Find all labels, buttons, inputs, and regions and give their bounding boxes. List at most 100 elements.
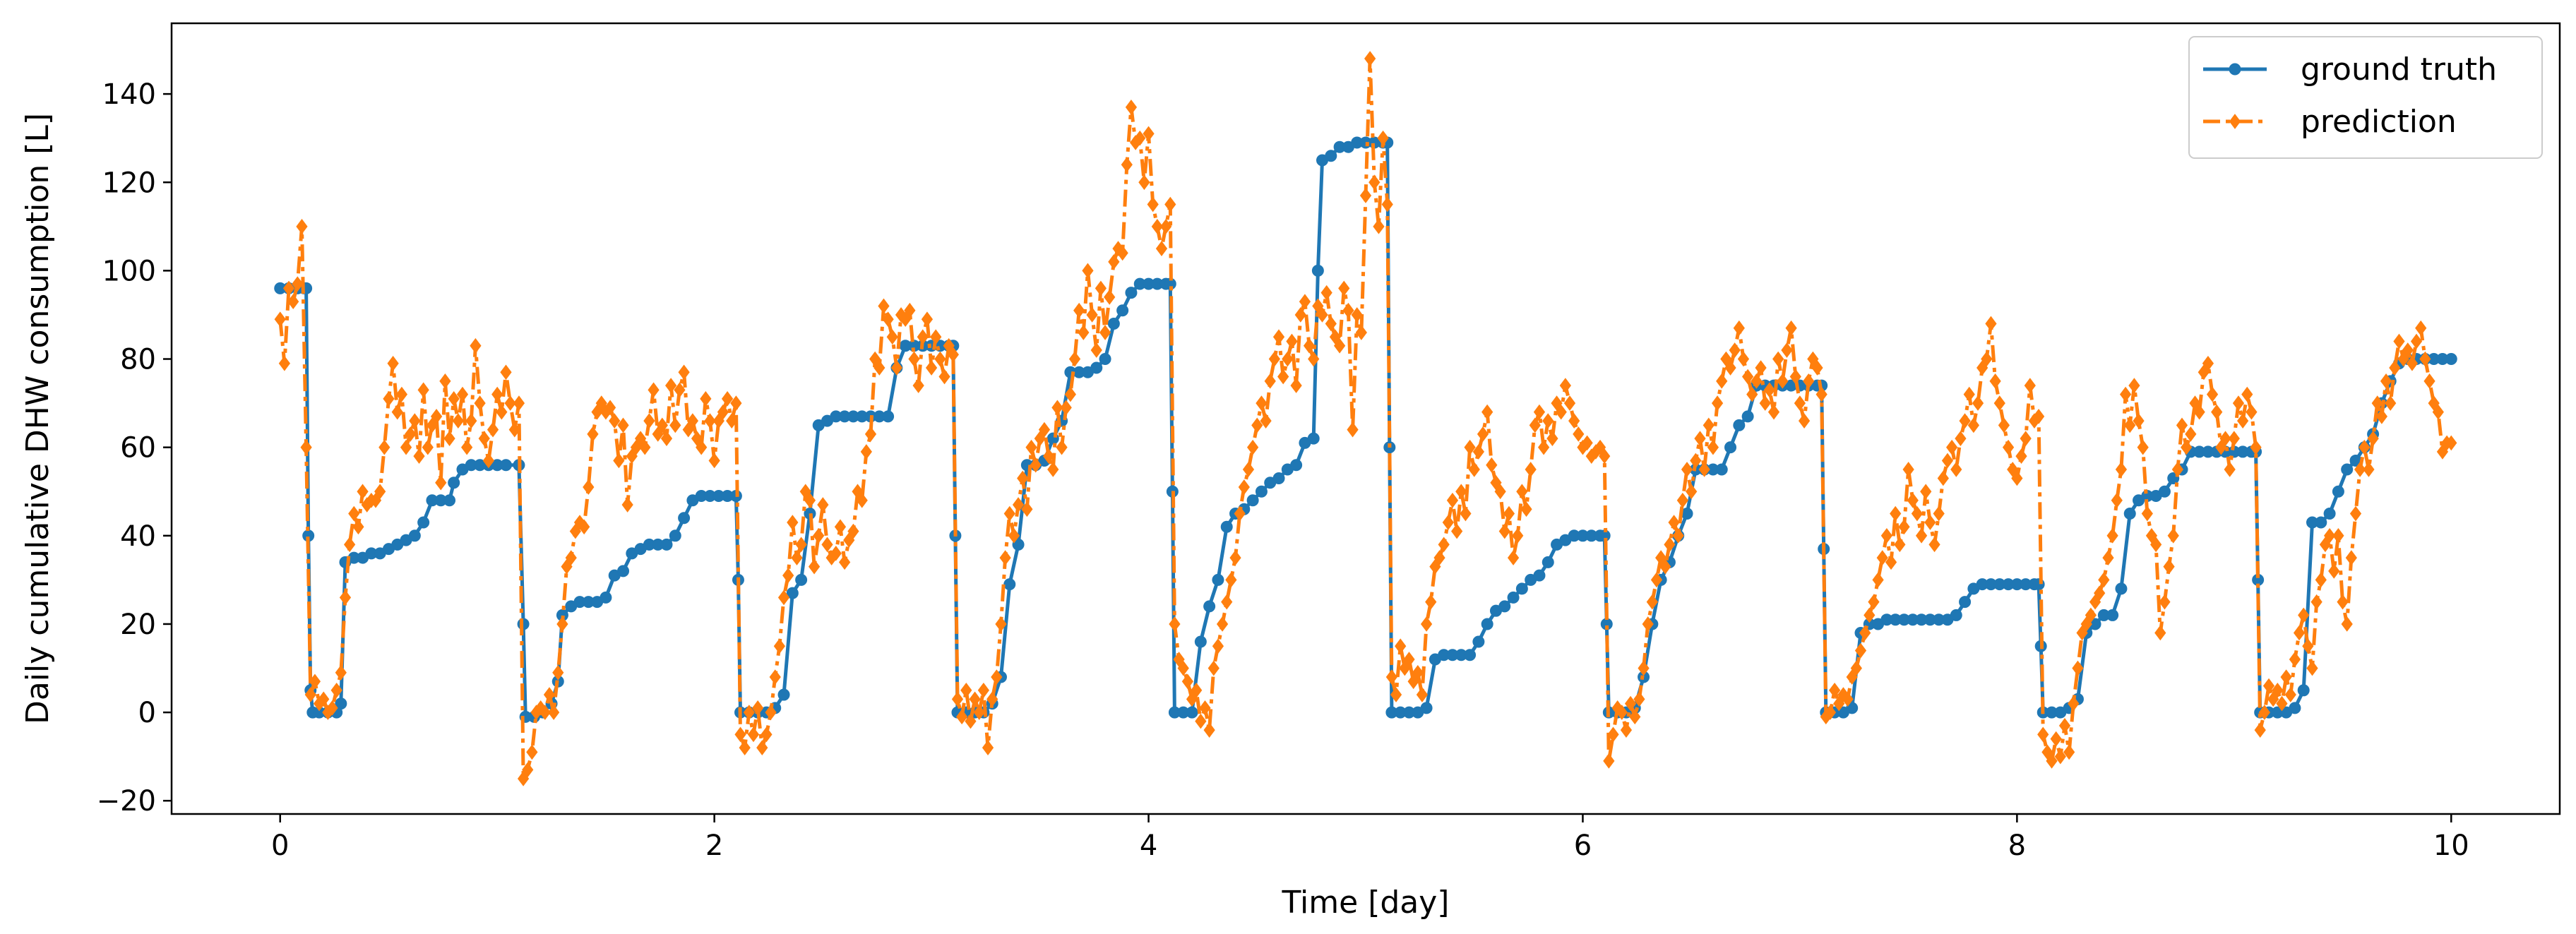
data-point xyxy=(1603,753,1615,769)
data-point xyxy=(921,311,934,328)
data-point xyxy=(1507,591,1520,604)
data-point xyxy=(2058,718,2071,734)
data-point xyxy=(1155,241,1168,256)
x-tick-label: 8 xyxy=(2008,830,2026,862)
data-point xyxy=(1164,196,1176,212)
data-point xyxy=(474,395,486,411)
data-point xyxy=(1286,333,1298,349)
data-point xyxy=(391,404,403,420)
data-point xyxy=(2302,638,2314,654)
y-tick-label: 40 xyxy=(120,520,156,553)
data-point xyxy=(821,537,833,553)
data-point xyxy=(1272,329,1285,345)
data-point xyxy=(499,459,512,472)
data-point xyxy=(1963,386,1975,402)
data-point xyxy=(665,378,677,393)
data-point xyxy=(1290,459,1303,472)
data-point xyxy=(1950,462,1962,477)
data-point xyxy=(1967,417,1979,433)
data-point xyxy=(1542,556,1554,568)
data-point xyxy=(1116,245,1128,261)
data-point xyxy=(2241,386,2253,402)
data-point xyxy=(2181,439,2193,455)
legend-box xyxy=(2188,36,2543,159)
data-point xyxy=(1021,501,1033,517)
data-point xyxy=(1525,462,1537,477)
data-point xyxy=(1290,378,1302,393)
data-point xyxy=(2328,563,2340,579)
data-point xyxy=(1767,404,1780,420)
data-point xyxy=(1803,373,1815,389)
data-point xyxy=(513,395,525,411)
data-point xyxy=(2380,373,2392,389)
data-point xyxy=(2232,395,2245,411)
data-point xyxy=(1733,320,1745,336)
data-point xyxy=(1880,527,1893,544)
data-point xyxy=(330,682,342,698)
data-point xyxy=(348,505,360,522)
data-point xyxy=(1373,218,1385,234)
data-point xyxy=(1785,320,1797,336)
data-point xyxy=(986,691,998,707)
legend-swatch-marker xyxy=(2229,114,2241,129)
data-point xyxy=(309,673,321,690)
data-point xyxy=(496,404,508,420)
data-point xyxy=(1003,505,1015,522)
data-point xyxy=(1229,550,1241,565)
data-point xyxy=(1828,682,1841,698)
data-point xyxy=(508,421,520,438)
data-point xyxy=(1703,417,1715,433)
data-point xyxy=(383,391,395,407)
data-point xyxy=(1316,307,1328,323)
data-point xyxy=(700,391,712,407)
data-point xyxy=(1707,439,1719,455)
data-point xyxy=(1616,705,1628,720)
data-point xyxy=(2406,355,2419,371)
data-point xyxy=(1515,582,1528,595)
data-point xyxy=(2171,462,2184,477)
data-point xyxy=(1107,317,1120,330)
data-point xyxy=(1095,280,1107,297)
data-point xyxy=(287,294,299,310)
data-point xyxy=(1359,188,1372,203)
data-point xyxy=(969,691,981,707)
data-point xyxy=(890,360,903,376)
data-point xyxy=(1364,51,1376,66)
data-point xyxy=(2445,353,2457,366)
data-point xyxy=(721,391,734,407)
data-point xyxy=(2363,462,2375,477)
data-point xyxy=(1451,523,1463,539)
data-point xyxy=(1025,439,1037,455)
data-point xyxy=(1842,691,1854,707)
data-point xyxy=(417,516,430,529)
y-axis: −20 0 20 40 60 80 100 120 140 xyxy=(97,78,172,818)
data-point xyxy=(2410,333,2423,349)
data-point xyxy=(1950,609,1962,621)
data-point xyxy=(2072,660,2084,676)
data-point xyxy=(1264,373,1276,389)
data-point xyxy=(374,484,386,500)
data-point xyxy=(1898,519,1910,535)
data-point xyxy=(1746,386,1758,402)
data-point xyxy=(556,616,568,632)
data-point xyxy=(2002,439,2015,455)
data-point xyxy=(539,705,551,720)
data-point xyxy=(912,378,924,393)
data-point xyxy=(1890,505,1902,522)
data-point xyxy=(1442,515,1454,530)
data-point xyxy=(1824,705,1837,720)
x-tick-label: 0 xyxy=(271,830,289,862)
data-point xyxy=(795,573,808,586)
data-point xyxy=(304,687,316,702)
data-point xyxy=(357,484,369,500)
series-layer xyxy=(274,51,2457,786)
data-point xyxy=(847,523,859,539)
data-point xyxy=(1169,616,1181,632)
data-point xyxy=(2011,470,2023,486)
data-point xyxy=(1981,351,1993,367)
data-point xyxy=(1199,700,1211,716)
data-point xyxy=(1642,616,1654,632)
data-point xyxy=(2224,462,2236,477)
data-point xyxy=(1082,263,1094,279)
data-point xyxy=(1985,316,1997,332)
